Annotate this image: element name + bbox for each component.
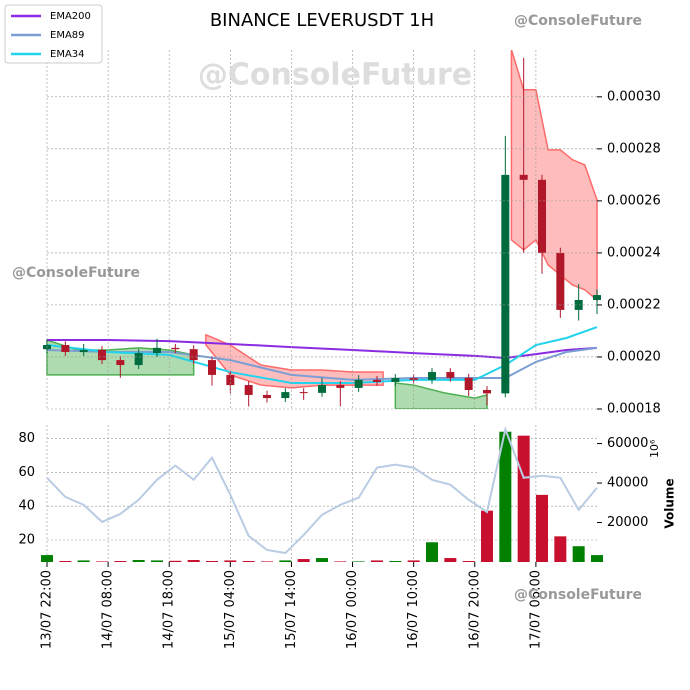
candle-body — [208, 360, 216, 375]
legend-box — [4, 4, 103, 64]
candle-body — [483, 390, 491, 394]
candle-body — [428, 372, 436, 380]
candle-body — [464, 377, 473, 391]
volume-bar — [224, 560, 237, 562]
volume-bar — [462, 561, 475, 562]
x-tick-label: 14/07 18:00 — [162, 570, 177, 649]
volume-bar — [316, 558, 328, 562]
candle-body — [263, 394, 271, 399]
volume-bar — [536, 494, 548, 562]
y-tick-label: 0.00020 — [607, 349, 661, 364]
volume-bar — [499, 431, 512, 562]
ema-line — [47, 339, 598, 360]
volume-bar — [114, 561, 127, 562]
candle-body — [336, 385, 345, 388]
y-tick-label: 0.00028 — [607, 141, 661, 156]
volume-bar — [206, 561, 218, 562]
volume-bar — [169, 560, 182, 562]
y2-offset: 10⁶ — [648, 439, 661, 458]
candle-body — [354, 379, 363, 388]
volume-bar — [371, 560, 383, 562]
x-tick-label: 14/07 08:00 — [101, 570, 116, 649]
rsi-line — [46, 425, 598, 555]
candle-body — [593, 295, 601, 300]
candle-body — [556, 252, 565, 310]
x-tick-label: 15/07 14:00 — [284, 570, 299, 649]
y-tick-label: 40 — [18, 499, 35, 514]
volume-bar — [517, 435, 530, 562]
volume-bar — [572, 546, 585, 562]
volume-bar — [41, 555, 53, 562]
candle-body — [116, 360, 125, 366]
volume-bar — [187, 560, 200, 562]
candle-body — [281, 392, 290, 399]
watermark: @ConsoleFuture — [198, 58, 472, 93]
volume-bar — [77, 560, 90, 562]
x-tick-label: 13/07 22:00 — [40, 570, 55, 649]
candle-body — [538, 179, 546, 253]
x-tick-label: 17/07 06:00 — [528, 570, 543, 649]
candle-body — [446, 372, 455, 378]
x-tick-label: 16/07 10:00 — [406, 570, 421, 649]
volume-bar — [96, 561, 108, 562]
y2-tick-label: 20000 — [607, 515, 648, 530]
legend-label: EMA200 — [50, 11, 91, 22]
volume-bar — [444, 558, 457, 562]
candle-body — [519, 174, 528, 180]
volume-bar — [407, 560, 420, 562]
y2-tick-label: 60000 — [607, 436, 648, 451]
volume-bar — [591, 555, 603, 562]
candle-body — [391, 378, 400, 382]
volume-bar — [334, 561, 347, 562]
candle-body — [318, 385, 326, 393]
volume-bar — [242, 561, 255, 562]
watermark: @ConsoleFuture — [12, 265, 140, 281]
ema-line — [46, 326, 598, 384]
x-tick-label: 15/07 04:00 — [223, 570, 238, 649]
y2-tick-label: 40000 — [607, 476, 648, 491]
volume-bar — [481, 510, 493, 562]
y-tick-label: 0.00018 — [607, 402, 661, 417]
volume-bar — [151, 560, 163, 562]
y-tick-label: 0.00026 — [607, 193, 661, 208]
volume-bar — [426, 542, 438, 562]
volume-bar — [59, 561, 72, 562]
volume-bar — [554, 536, 567, 562]
candle-body — [134, 353, 143, 366]
y-tick-label: 0.00024 — [607, 245, 661, 260]
candle-body — [61, 345, 70, 353]
candle-body — [153, 347, 161, 354]
candle-body — [299, 392, 308, 394]
volume-bar — [297, 559, 310, 562]
candle-body — [189, 349, 198, 361]
y2-axis-label: Volume — [663, 478, 677, 528]
price-panel — [43, 50, 601, 409]
y-tick-label: 0.00030 — [607, 89, 661, 104]
volume-bar — [261, 561, 273, 562]
chart-title: BINANCE LEVERUSDT 1H — [210, 10, 434, 31]
x-tick-label: 16/07 20:00 — [467, 570, 482, 649]
cloud — [394, 382, 488, 409]
candle-body — [501, 174, 510, 394]
y-tick-label: 0.00022 — [607, 297, 661, 312]
volume-bar — [389, 561, 402, 562]
y-tick-label: 60 — [18, 465, 35, 480]
candle-body — [574, 299, 583, 310]
candle-body — [373, 379, 381, 382]
y-tick-label: 80 — [18, 431, 35, 446]
legend-label: EMA34 — [50, 49, 85, 60]
candle-body — [79, 349, 88, 353]
volume-bar — [352, 561, 365, 562]
watermark: @ConsoleFuture — [514, 587, 642, 603]
candle-body — [98, 349, 106, 361]
legend-label: EMA89 — [50, 30, 85, 41]
candle-body — [171, 347, 180, 350]
watermark: @ConsoleFuture — [514, 13, 642, 29]
volume-bar — [132, 560, 145, 562]
volume-bar — [279, 560, 292, 562]
x-tick-label: 16/07 00:00 — [345, 570, 360, 649]
y-tick-label: 20 — [18, 533, 35, 548]
candle-body — [244, 385, 253, 395]
